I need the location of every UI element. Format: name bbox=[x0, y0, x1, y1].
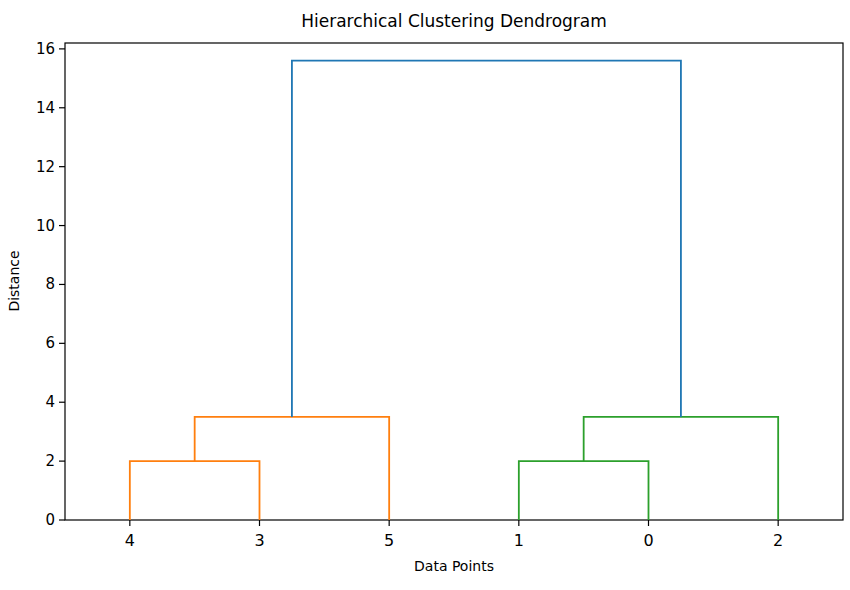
dendrogram-link-right-green bbox=[519, 461, 649, 520]
dendrogram-figure: 0246810121416435102 Hierarchical Cluster… bbox=[0, 0, 850, 590]
dendrogram-link-left-orange bbox=[195, 417, 389, 520]
chart-title: Hierarchical Clustering Dendrogram bbox=[65, 11, 843, 31]
y-tick-label: 6 bbox=[45, 334, 55, 352]
y-tick-label: 10 bbox=[36, 217, 55, 235]
y-tick-label: 12 bbox=[36, 158, 55, 176]
y-tick-label: 14 bbox=[36, 99, 55, 117]
y-tick-label: 4 bbox=[45, 393, 55, 411]
y-tick-label: 0 bbox=[45, 511, 55, 529]
dendrogram-link-root-blue bbox=[292, 61, 681, 417]
plot-border bbox=[65, 43, 843, 520]
leaf-label: 0 bbox=[643, 531, 653, 550]
leaf-label: 5 bbox=[384, 531, 394, 550]
y-tick-label: 16 bbox=[36, 40, 55, 58]
dendrogram-link-left-orange bbox=[130, 461, 260, 520]
y-tick-label: 8 bbox=[45, 275, 55, 293]
dendrogram-link-right-green bbox=[584, 417, 779, 520]
leaf-label: 1 bbox=[514, 531, 524, 550]
y-tick-label: 2 bbox=[45, 452, 55, 470]
x-axis-label: Data Points bbox=[65, 558, 843, 574]
leaf-label: 4 bbox=[125, 531, 135, 550]
dendrogram-plot-canvas: 0246810121416435102 bbox=[0, 0, 850, 590]
leaf-label: 3 bbox=[254, 531, 264, 550]
leaf-label: 2 bbox=[773, 531, 783, 550]
y-axis-label: Distance bbox=[6, 250, 22, 311]
